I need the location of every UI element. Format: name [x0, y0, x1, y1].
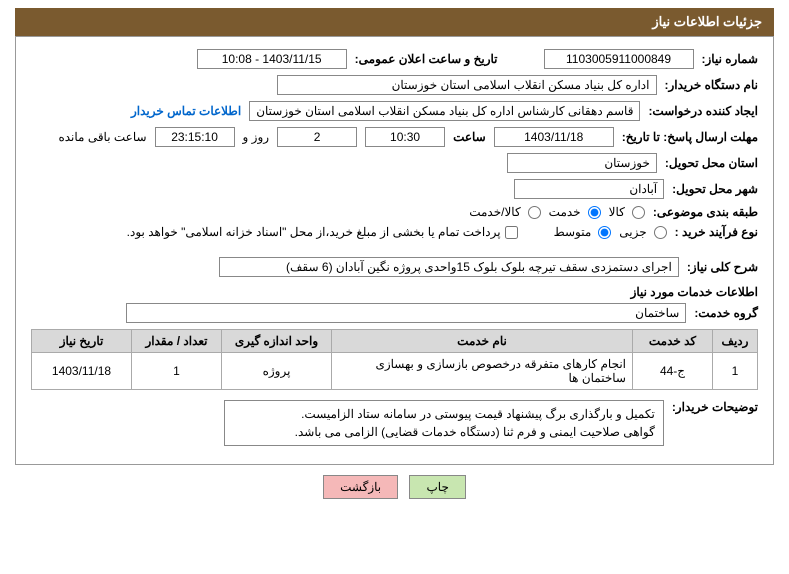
th-unit: واحد اندازه گیری [222, 330, 332, 353]
announce-value: 1403/11/15 - 10:08 [197, 49, 347, 69]
days-count: 2 [277, 127, 357, 147]
desc-value: اجرای دستمزدی سقف تیرچه بلوک بلوک 15واحد… [219, 257, 679, 277]
cat-goods-label: کالا [609, 205, 625, 219]
cell-qty: 1 [132, 353, 222, 390]
time-label: ساعت [453, 130, 486, 144]
process-minor-radio[interactable]: جزیی [619, 225, 666, 239]
process-label: نوع فرآیند خرید : [675, 225, 758, 239]
service-group-label: گروه خدمت: [694, 306, 758, 320]
button-row: چاپ بازگشت [0, 475, 789, 499]
th-row: ردیف [713, 330, 758, 353]
need-number-label: شماره نیاز: [702, 52, 758, 66]
province-value: خوزستان [507, 153, 657, 173]
cat-goods-service-label: کالا/خدمت [469, 205, 520, 219]
deadline-time: 10:30 [365, 127, 445, 147]
requester-value: قاسم دهقانی کارشناس اداره کل بنیاد مسکن … [249, 101, 640, 121]
category-service-radio[interactable]: خدمت [549, 205, 601, 219]
province-label: استان محل تحویل: [665, 156, 758, 170]
city-value: آبادان [514, 179, 664, 199]
deadline-date: 1403/11/18 [494, 127, 614, 147]
cell-row: 1 [713, 353, 758, 390]
print-button[interactable]: چاپ [409, 475, 465, 499]
process-minor-label: جزیی [619, 225, 646, 239]
category-goods-service-radio[interactable]: کالا/خدمت [469, 205, 540, 219]
cell-date: 1403/11/18 [32, 353, 132, 390]
desc-label: شرح کلی نیاز: [687, 260, 758, 274]
table-header-row: ردیف کد خدمت نام خدمت واحد اندازه گیری ت… [32, 330, 758, 353]
cell-code: ج-44 [633, 353, 713, 390]
days-and-label: روز و [243, 130, 270, 144]
need-number-value: 1103005911000849 [544, 49, 694, 69]
th-name: نام خدمت [332, 330, 633, 353]
services-info-label: اطلاعات خدمات مورد نیاز [31, 285, 758, 299]
payment-checkbox[interactable]: پرداخت تمام یا بخشی از مبلغ خرید،از محل … [127, 225, 518, 239]
buyer-notes-line2: گواهی صلاحیت ایمنی و فرم ثنا (دستگاه خدم… [233, 423, 655, 441]
buyer-notes-box: تکمیل و بارگذاری برگ پیشنهاد قیمت پیوستی… [224, 400, 664, 446]
buyer-notes-line1: تکمیل و بارگذاری برگ پیشنهاد قیمت پیوستی… [233, 405, 655, 423]
cell-name: انجام کارهای متفرقه درخصوص بازسازی و بهس… [332, 353, 633, 390]
payment-note-label: پرداخت تمام یا بخشی از مبلغ خرید،از محل … [127, 225, 501, 239]
th-date: تاریخ نیاز [32, 330, 132, 353]
th-code: کد خدمت [633, 330, 713, 353]
remaining-label: ساعت باقی مانده [58, 130, 146, 144]
buyer-notes-label: توضیحات خریدار: [672, 400, 758, 414]
requester-label: ایجاد کننده درخواست: [648, 104, 758, 118]
contact-buyer-link[interactable]: اطلاعات تماس خریدار [131, 104, 241, 118]
announce-label: تاریخ و ساعت اعلان عمومی: [355, 52, 498, 66]
process-medium-label: متوسط [554, 225, 592, 239]
deadline-label: مهلت ارسال پاسخ: تا تاریخ: [622, 130, 758, 144]
th-qty: تعداد / مقدار [132, 330, 222, 353]
back-button[interactable]: بازگشت [323, 475, 398, 499]
countdown: 23:15:10 [155, 127, 235, 147]
panel-body: شماره نیاز: 1103005911000849 تاریخ و ساع… [15, 36, 774, 465]
cell-unit: پروژه [222, 353, 332, 390]
buyer-org-label: نام دستگاه خریدار: [665, 78, 759, 92]
service-group-value: ساختمان [126, 303, 686, 323]
cat-service-label: خدمت [549, 205, 581, 219]
buyer-org-value: اداره کل بنیاد مسکن انقلاب اسلامی استان … [277, 75, 657, 95]
table-row: 1 ج-44 انجام کارهای متفرقه درخصوص بازساز… [32, 353, 758, 390]
category-goods-radio[interactable]: کالا [609, 205, 645, 219]
category-label: طبقه بندی موضوعی: [653, 205, 758, 219]
process-medium-radio[interactable]: متوسط [554, 225, 612, 239]
city-label: شهر محل تحویل: [672, 182, 758, 196]
panel-title: جزئیات اطلاعات نیاز [15, 8, 774, 36]
services-table: ردیف کد خدمت نام خدمت واحد اندازه گیری ت… [31, 329, 758, 390]
